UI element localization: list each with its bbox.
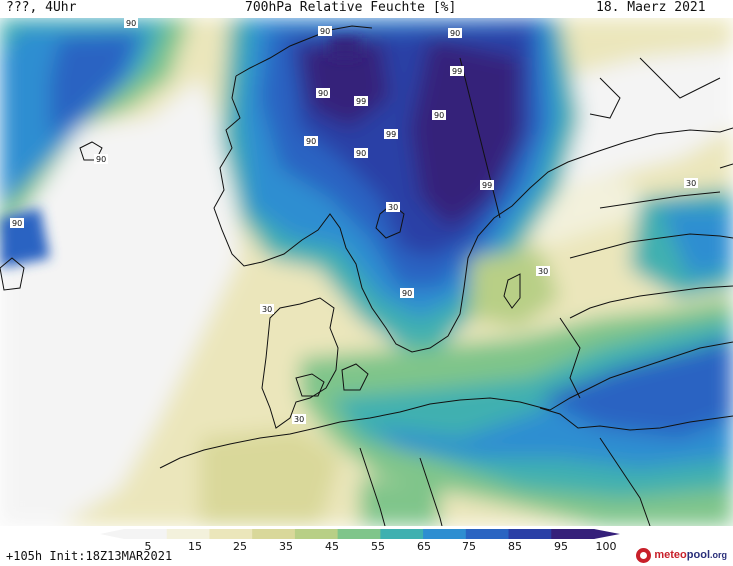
svg-text:90: 90 [318, 89, 328, 98]
contour-label: 90 [354, 148, 368, 158]
colorbar-end [594, 529, 620, 539]
svg-text:90: 90 [126, 19, 136, 28]
logo-text-pool: pool [686, 549, 710, 561]
contour-label: 90 [10, 218, 24, 228]
colorbar-cell [209, 529, 253, 539]
map-title: 700hPa Relative Feuchte [%] [245, 0, 457, 15]
svg-text:30: 30 [294, 415, 304, 424]
colorbar-tick: 45 [325, 540, 339, 553]
svg-text:90: 90 [434, 111, 444, 120]
contour-labels: 90 90 90 90 90 99 99 90 90 90 90 99 90 9… [10, 18, 698, 424]
colorbar-tick: 25 [233, 540, 247, 553]
logo-text-meteo: meteo [654, 549, 687, 561]
svg-text:99: 99 [452, 67, 462, 76]
colorbar-ticks: 5 15 25 35 45 55 65 75 85 95 100 [0, 540, 733, 554]
map-header: ???, 4Uhr 700hPa Relative Feuchte [%] 18… [0, 0, 733, 18]
svg-text:90: 90 [320, 27, 330, 36]
contour-label: 90 [448, 28, 462, 38]
colorbar-cells [100, 529, 620, 539]
svg-text:90: 90 [12, 219, 22, 228]
svg-text:90: 90 [356, 149, 366, 158]
contour-label: 30 [292, 414, 306, 424]
run-info: +105h Init:18Z13MAR2021 [6, 549, 173, 563]
logo-text-org: .org [710, 550, 727, 560]
colorbar-tick: 95 [554, 540, 568, 553]
meteopool-logo[interactable]: meteo pool .org [636, 546, 727, 564]
colorbar-cell [166, 529, 210, 539]
svg-text:30: 30 [262, 305, 272, 314]
contour-label: 90 [304, 136, 318, 146]
colorbar [100, 529, 620, 539]
svg-text:30: 30 [686, 179, 696, 188]
forecast-time-label: ???, 4Uhr [6, 0, 77, 15]
svg-text:99: 99 [356, 97, 366, 106]
svg-text:99: 99 [482, 181, 492, 190]
contour-label: 30 [684, 178, 698, 188]
colorbar-cell [337, 529, 381, 539]
valid-date: 18. Maerz 2021 [596, 0, 706, 15]
colorbar-cell [508, 529, 552, 539]
colorbar-cell [124, 529, 168, 539]
colorbar-tick: 55 [371, 540, 385, 553]
svg-text:90: 90 [306, 137, 316, 146]
contour-label: 90 [94, 154, 108, 164]
svg-text:90: 90 [450, 29, 460, 38]
colorbar-tick: 75 [462, 540, 476, 553]
contour-label: 30 [536, 266, 550, 276]
colorbar-end [100, 529, 124, 539]
svg-text:99: 99 [386, 130, 396, 139]
colorbar-tick: 100 [595, 540, 617, 553]
svg-text:30: 30 [538, 267, 548, 276]
contour-label: 90 [124, 18, 138, 28]
contour-label: 30 [260, 304, 274, 314]
colorbar-tick: 5 [144, 540, 152, 553]
contour-label: 30 [386, 202, 400, 212]
contour-label: 99 [450, 66, 464, 76]
humidity-field [0, 18, 733, 526]
logo-icon [636, 547, 652, 563]
colorbar-cell [252, 529, 296, 539]
humidity-map: 90 90 90 90 90 99 99 90 90 90 90 99 90 9… [0, 18, 733, 526]
contour-label: 90 [318, 26, 332, 36]
svg-text:30: 30 [388, 203, 398, 212]
colorbar-tick: 15 [188, 540, 202, 553]
svg-text:90: 90 [96, 155, 106, 164]
contour-label: 90 [316, 88, 330, 98]
colorbar-cell [380, 529, 424, 539]
colorbar-tick: 65 [417, 540, 431, 553]
colorbar-cell [551, 529, 595, 539]
contour-label: 99 [384, 129, 398, 139]
colorbar-tick: 85 [508, 540, 522, 553]
colorbar-cell [294, 529, 339, 539]
contour-label: 90 [400, 288, 414, 298]
colorbar-cell [423, 529, 467, 539]
contour-label: 90 [432, 110, 446, 120]
colorbar-cell [465, 529, 510, 539]
contour-label: 99 [480, 180, 494, 190]
colorbar-tick: 35 [279, 540, 293, 553]
svg-text:90: 90 [402, 289, 412, 298]
contour-label: 99 [354, 96, 368, 106]
